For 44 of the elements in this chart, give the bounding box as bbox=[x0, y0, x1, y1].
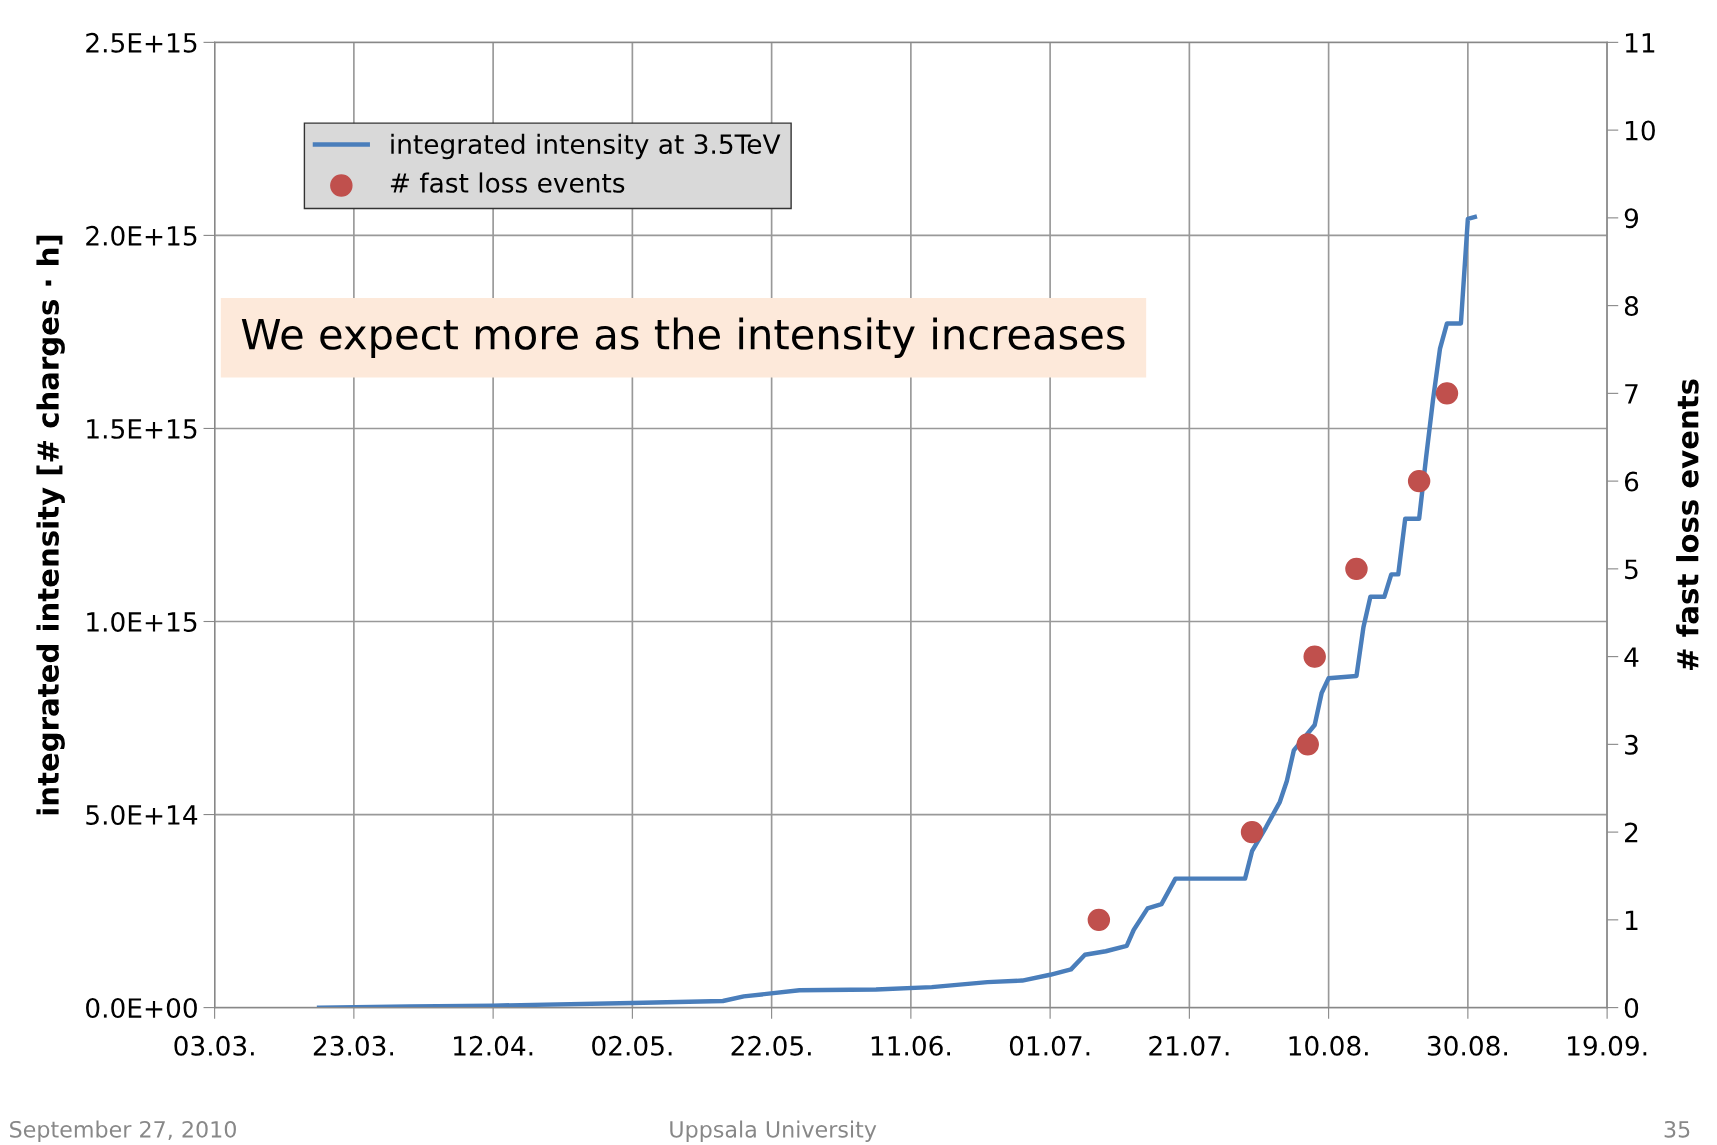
annotation: We expect more as the intensity increases bbox=[241, 317, 1125, 358]
text: 35 bbox=[1664, 1120, 1690, 1138]
x-tick-label: 22.05. bbox=[731, 1035, 811, 1056]
y-tick-label: 5.0E+14 bbox=[86, 804, 198, 825]
point bbox=[1087, 908, 1111, 932]
y2-tick-label: 9 bbox=[1624, 208, 1639, 229]
y2-tick-label: 3 bbox=[1625, 734, 1638, 755]
point bbox=[1240, 820, 1264, 844]
x-tick-label: 30.08. bbox=[1427, 1035, 1507, 1056]
text: September 27, 2010 bbox=[10, 1120, 236, 1143]
y2-tick-label: 8 bbox=[1624, 296, 1639, 317]
x-tick-label: 11.06. bbox=[871, 1035, 950, 1056]
y2-tick-label: 4 bbox=[1624, 647, 1639, 667]
y2-axis-title: # fast loss events bbox=[1676, 379, 1699, 670]
point bbox=[1435, 382, 1459, 405]
y2-tick-label: 2 bbox=[1625, 822, 1638, 843]
y2-tick-label: 10 bbox=[1625, 120, 1655, 141]
x-tick-label: 03.03. bbox=[174, 1035, 254, 1056]
point bbox=[1303, 645, 1326, 668]
y2-tick-label: 5 bbox=[1625, 559, 1638, 580]
y-tick-label: 0.0E+00 bbox=[86, 998, 197, 1018]
y2-tick-label: 11 bbox=[1625, 33, 1655, 53]
point bbox=[1296, 733, 1319, 756]
point bbox=[1407, 469, 1431, 493]
y-tick-label: 1.5E+15 bbox=[87, 419, 197, 439]
legend-label: integrated intensity at 3.5TeV bbox=[391, 133, 781, 160]
y-tick-label: 2.5E+15 bbox=[86, 32, 197, 53]
legend-label: # fast loss events bbox=[390, 172, 625, 193]
x-tick-label: 21.07. bbox=[1149, 1035, 1229, 1056]
y-tick-label: 1.0E+15 bbox=[87, 611, 197, 632]
x-tick-label: 19.09. bbox=[1568, 1035, 1647, 1056]
text: Uppsala University bbox=[670, 1120, 877, 1143]
y2-tick-label: 7 bbox=[1625, 384, 1638, 404]
x-tick-label: 01.07. bbox=[1009, 1035, 1090, 1056]
x-tick-label: 02.05. bbox=[592, 1035, 672, 1056]
y-tick-label: 2.0E+15 bbox=[86, 225, 197, 246]
y2-tick-label: 6 bbox=[1624, 471, 1639, 492]
x-tick-label: 10.08. bbox=[1289, 1035, 1368, 1056]
y2-tick-label: 1 bbox=[1625, 910, 1638, 930]
point bbox=[1345, 557, 1368, 581]
y2-tick-label: 0 bbox=[1624, 998, 1639, 1018]
x-tick-label: 12.04. bbox=[454, 1035, 533, 1056]
x-tick-label: 23.03. bbox=[313, 1035, 393, 1056]
y-axis-title: integrated intensity [# charges · h] bbox=[36, 235, 65, 815]
